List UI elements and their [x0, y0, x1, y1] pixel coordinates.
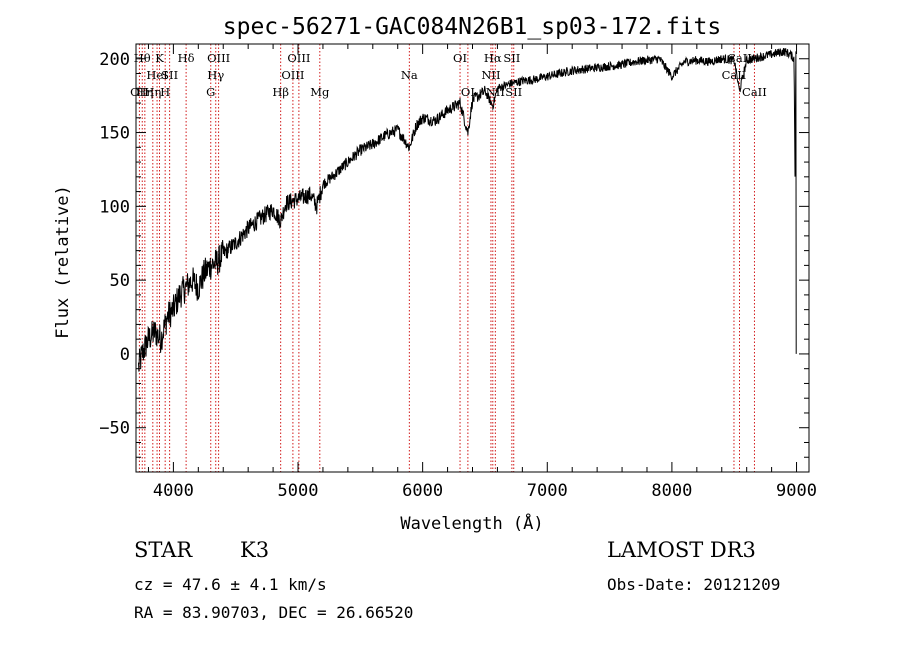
- axis-ticks: 4000 5000 6000 7000 8000 9000 −50 0 50 100 150 200: [99, 43, 817, 501]
- line-label-SII: SII: [503, 51, 520, 65]
- redshift-velocity: cz = 47.6 ± 4.1 km/s: [134, 575, 327, 594]
- line-label-H: H: [160, 85, 170, 99]
- flux-series-line: [138, 47, 797, 372]
- object-subclass: K3: [240, 538, 270, 562]
- line-label-HeI: HeI: [146, 68, 167, 82]
- line-label-CaII: CaII: [722, 68, 747, 82]
- object-class: STAR: [134, 538, 193, 562]
- flux-layer: [138, 47, 797, 372]
- spectral-line-markers: [138, 44, 755, 472]
- y-tick-label: 150: [99, 124, 130, 144]
- line-label-CaII: CaII: [727, 51, 752, 65]
- line-label-Hη: Hη: [144, 85, 161, 99]
- line-label-SII: SII: [161, 68, 178, 82]
- y-tick-label: 100: [99, 197, 130, 217]
- survey-name: LAMOST DR3: [607, 538, 756, 562]
- x-tick-label: 6000: [402, 481, 443, 501]
- line-label-Hθ: Hθ: [134, 51, 151, 65]
- x-tick-label: 5000: [278, 481, 319, 501]
- line-label-K: K: [155, 51, 164, 65]
- ra-dec-coordinates: RA = 83.90703, DEC = 26.66520: [134, 603, 414, 622]
- line-label-Hβ: Hβ: [272, 85, 289, 99]
- line-label-Hδ: Hδ: [178, 51, 195, 65]
- observation-date: Obs-Date: 20121209: [607, 575, 781, 594]
- line-label-OIII: OIII: [281, 68, 304, 82]
- line-label-OI: OI: [461, 85, 475, 99]
- line-label-Mg: Mg: [310, 85, 330, 99]
- line-label-Na: Na: [401, 68, 418, 82]
- x-tick-label: 7000: [527, 481, 568, 501]
- line-label-SII: SII: [505, 85, 522, 99]
- x-tick-label: 8000: [651, 481, 692, 501]
- line-label-OIII: OIII: [207, 51, 230, 65]
- y-tick-label: 50: [110, 271, 130, 291]
- line-label-G: G: [206, 85, 215, 99]
- line-label-NII: NII: [486, 85, 505, 99]
- line-label-OII: OII: [130, 85, 149, 99]
- line-label-CaII: CaII: [742, 85, 767, 99]
- y-tick-label: 0: [120, 345, 130, 365]
- line-label-Hγ: Hγ: [207, 68, 224, 82]
- y-tick-label: 200: [99, 50, 130, 70]
- line-label-OI: OI: [453, 51, 467, 65]
- x-tick-label: 9000: [776, 481, 817, 501]
- chart-title: spec-56271-GAC084N26B1_sp03-172.fits: [223, 14, 722, 40]
- line-label-NII: NII: [481, 68, 500, 82]
- spectral-line-labels: OIIHθHηHηHeIKHSIIHδGHγOIIIHβOIIIOIIIMgNa…: [130, 51, 767, 99]
- y-axis-label: Flux (relative): [53, 185, 73, 339]
- y-tick-label: −50: [99, 419, 130, 439]
- x-tick-label: 4000: [153, 481, 194, 501]
- line-label-Hη: Hη: [136, 85, 153, 99]
- x-axis-label: Wavelength (Å): [400, 512, 543, 534]
- line-label-OIII: OIII: [287, 51, 310, 65]
- line-label-Hα: Hα: [484, 51, 502, 65]
